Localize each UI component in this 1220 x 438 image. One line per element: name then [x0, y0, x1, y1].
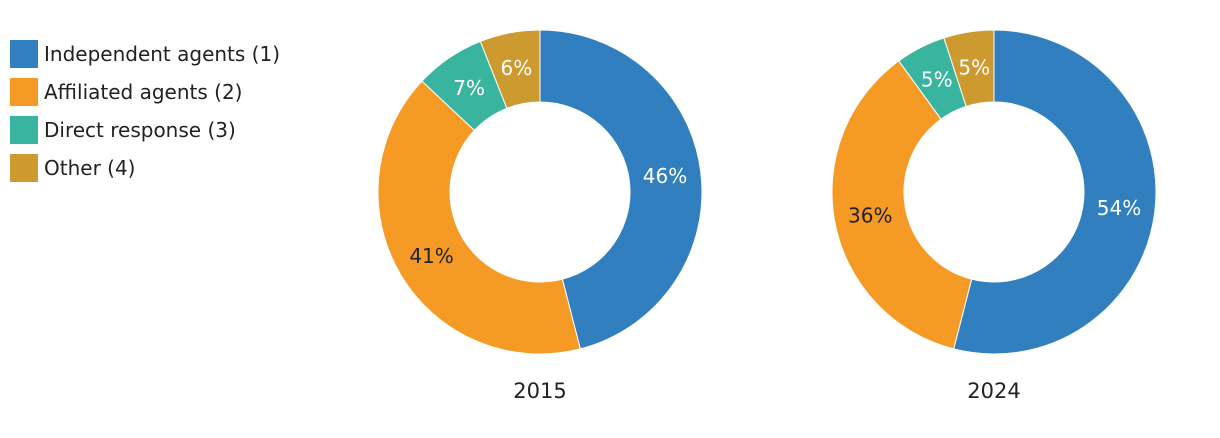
- legend: Independent agents (1) Affiliated agents…: [10, 40, 280, 192]
- donut-chart-2024: 54% 36% 5%5% 2024: [831, 29, 1157, 403]
- legend-swatch-independent-agents: [10, 40, 38, 68]
- slice-label-direct-response-2015: 7%: [453, 76, 485, 100]
- legend-label-other: Other (4): [44, 156, 136, 180]
- slice-label-independent-agents-2015: 46%: [643, 164, 687, 188]
- chart-title-2015: 2015: [513, 379, 566, 403]
- legend-item-direct-response: Direct response (3): [10, 116, 280, 144]
- slice-affiliated-agents-2015: [377, 80, 581, 355]
- slice-label-affiliated-agents-2024: 36%: [848, 204, 892, 228]
- slice-label-other-2015: 6%: [501, 56, 533, 80]
- legend-swatch-affiliated-agents: [10, 78, 38, 106]
- chart-title-2024: 2024: [967, 379, 1020, 403]
- legend-label-independent-agents: Independent agents (1): [44, 42, 281, 66]
- legend-swatch-other: [10, 154, 38, 182]
- slice-other-2024: [943, 29, 995, 108]
- slice-label-other-2024: 5%: [958, 56, 990, 80]
- legend-item-other: Other (4): [10, 154, 280, 182]
- slice-label-direct-response-2024: 5%: [921, 68, 953, 92]
- slice-other-2015: [479, 29, 541, 109]
- legend-swatch-direct-response: [10, 116, 38, 144]
- donut-chart-2015: 46% 41% 7% 6% 2015: [377, 29, 703, 403]
- slice-label-independent-agents-2024: 54%: [1097, 196, 1141, 220]
- slice-affiliated-agents-2024: [831, 60, 973, 350]
- legend-item-affiliated-agents: Affiliated agents (2): [10, 78, 280, 106]
- legend-item-independent-agents: Independent agents (1): [10, 40, 280, 68]
- slice-independent-agents-2024: [953, 29, 1157, 355]
- slice-label-affiliated-agents-2015: 41%: [409, 244, 453, 268]
- legend-label-direct-response: Direct response (3): [44, 118, 236, 142]
- slice-independent-agents-2015: [539, 29, 703, 350]
- legend-label-affiliated-agents: Affiliated agents (2): [44, 80, 243, 104]
